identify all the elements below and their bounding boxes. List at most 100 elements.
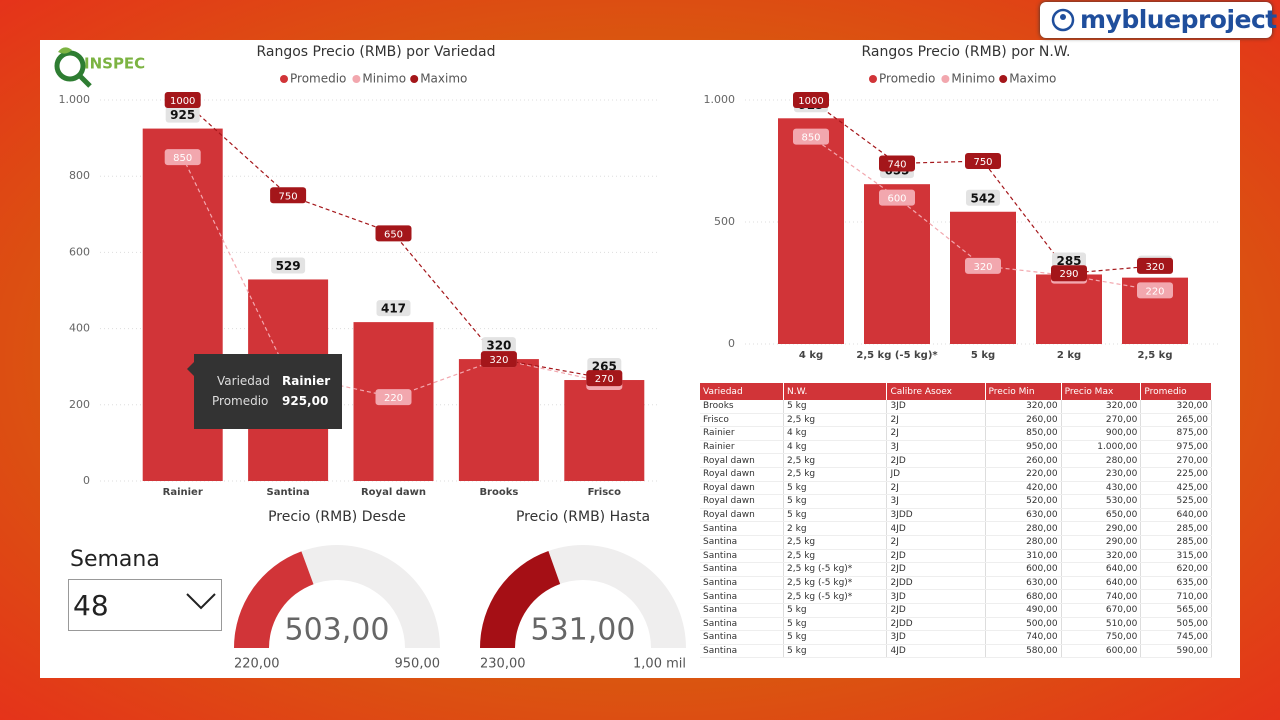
table-cell: 430,00 <box>1061 481 1142 496</box>
chart-title: Rangos Precio (RMB) por Variedad <box>256 44 495 60</box>
x-tick-label: 5 kg <box>971 350 995 361</box>
table-cell: 315,00 <box>1140 549 1212 564</box>
data-label: 270 <box>595 374 614 385</box>
data-label: 320 <box>1145 262 1164 273</box>
table-cell: Santina <box>700 630 785 645</box>
bar <box>458 359 539 481</box>
table-cell: Royal dawn <box>700 467 785 482</box>
data-label: 529 <box>276 259 301 273</box>
table-cell: 600,00 <box>985 562 1062 577</box>
gauge-title: Precio (RMB) Hasta <box>516 509 650 525</box>
x-tick-label: Rainier <box>163 487 203 498</box>
tooltip-key: Promedio <box>212 394 269 408</box>
table-cell: 2J <box>886 426 986 441</box>
slicer-box[interactable] <box>68 579 222 631</box>
data-label: 600 <box>887 194 906 205</box>
table-cell: Santina <box>700 644 785 659</box>
data-label: 320 <box>489 355 508 366</box>
table-cell: 520,00 <box>985 494 1062 509</box>
data-label-box <box>164 149 201 166</box>
table-cell: 270,00 <box>1140 453 1212 468</box>
table-cell: 2JD <box>886 562 986 577</box>
table-cell: 630,00 <box>985 508 1062 523</box>
table-cell: 5 kg <box>783 400 888 414</box>
table-cell: 285,00 <box>1140 535 1212 550</box>
column-header: Precio Min <box>985 383 1062 400</box>
table-cell: 900,00 <box>1061 426 1142 441</box>
table-cell: 3JD <box>886 630 986 645</box>
table-row: Rainier 4 kg 2J 850,00 900,00 875,00 <box>700 426 1212 441</box>
table-cell: 950,00 <box>985 440 1062 455</box>
table-cell: 2,5 kg <box>783 467 888 482</box>
table-cell: 510,00 <box>1061 617 1142 632</box>
table-cell: Santina <box>700 535 785 550</box>
table-row: Brooks 5 kg 3JD 320,00 320,00 320,00 <box>700 400 1212 414</box>
legend-label: Minimo <box>362 72 406 86</box>
slicer-value: 48 <box>73 589 109 622</box>
column-header: N.W. <box>783 383 888 400</box>
table-cell: 565,00 <box>1140 603 1212 618</box>
table-row: Santina 5 kg 3JD 740,00 750,00 745,00 <box>700 630 1212 645</box>
data-label-box <box>965 153 1001 169</box>
table-cell: Santina <box>700 521 785 536</box>
bar <box>778 118 844 344</box>
data-table: Variedad N.W. Calibre Asoex Precio Min Preci… <box>700 383 1212 659</box>
table-cell: 670,00 <box>1061 603 1142 618</box>
data-label: 265 <box>592 360 617 374</box>
table-cell: 2,5 kg <box>783 549 888 564</box>
table-cell: 290,00 <box>1061 521 1142 536</box>
table-cell: 230,00 <box>1061 467 1142 482</box>
table-cell: 320,00 <box>1061 400 1142 414</box>
x-tick-label: 2,5 kg (-5 kg)* <box>856 350 938 361</box>
table-cell: 420,00 <box>985 481 1062 496</box>
table-cell: 680,00 <box>985 589 1062 604</box>
legend-swatch <box>869 75 877 83</box>
table-row: Santina 2,5 kg (-5 kg)* 2JD 600,00 640,00 620… <box>700 562 1212 577</box>
data-label: 850 <box>801 133 820 144</box>
data-label: 1000 <box>798 96 823 107</box>
slicer-chevron[interactable] <box>186 593 216 610</box>
table-cell: 3JDD <box>886 508 986 523</box>
x-tick-label: Brooks <box>479 487 518 498</box>
x-tick-label: 2,5 kg <box>1137 350 1172 361</box>
column-header: Variedad <box>700 383 785 400</box>
data-label: 290 <box>1059 269 1078 280</box>
table-cell: 490,00 <box>985 603 1062 618</box>
bar <box>564 380 645 481</box>
data-label: 750 <box>279 191 298 202</box>
table-cell: 2J <box>886 535 986 550</box>
table-row: Rainier 4 kg 3J 950,00 1.000,00 975,00 <box>700 440 1212 455</box>
table-cell: 2,5 kg (-5 kg)* <box>783 589 888 604</box>
table-cell: 640,00 <box>1061 562 1142 577</box>
table-cell: 740,00 <box>1061 589 1142 604</box>
table-cell: 5 kg <box>783 603 888 618</box>
y-tick-label: 200 <box>69 398 90 411</box>
data-label: 285 <box>1056 254 1081 268</box>
table-cell: 3J <box>886 494 986 509</box>
data-label-box <box>164 92 201 108</box>
table-cell: 2,5 kg (-5 kg)* <box>783 576 888 591</box>
legend-label: Promedio <box>290 72 346 86</box>
table-cell: 5 kg <box>783 630 888 645</box>
gauge-min-label: 230,00 <box>480 657 526 672</box>
x-tick-label: Santina <box>267 487 310 498</box>
table-row: Santina 2,5 kg (-5 kg)* 2JDD 630,00 640,00 63… <box>700 576 1212 591</box>
table-row: Santina 2,5 kg 2J 280,00 290,00 285,00 <box>700 535 1212 550</box>
tooltip-value: Rainier <box>282 374 331 388</box>
data-label: 320 <box>486 339 511 353</box>
legend-swatch <box>280 75 288 83</box>
table-cell: 580,00 <box>985 644 1062 659</box>
table-cell: 320,00 <box>985 400 1062 414</box>
table-cell: Santina <box>700 589 785 604</box>
table-cell: 530,00 <box>1061 494 1142 509</box>
table-cell: 500,00 <box>985 617 1062 632</box>
table-cell: 2,5 kg <box>783 453 888 468</box>
table-cell: Royal dawn <box>700 453 785 468</box>
data-label-box <box>1051 265 1087 282</box>
data-label-box <box>375 225 412 242</box>
table-cell: 640,00 <box>1061 576 1142 591</box>
data-label: 542 <box>970 191 995 205</box>
gauge-value-label: 503,00 <box>285 613 390 648</box>
table-cell: 270,00 <box>1061 413 1142 428</box>
gauge-max-label: 1,00 mil <box>633 657 686 672</box>
